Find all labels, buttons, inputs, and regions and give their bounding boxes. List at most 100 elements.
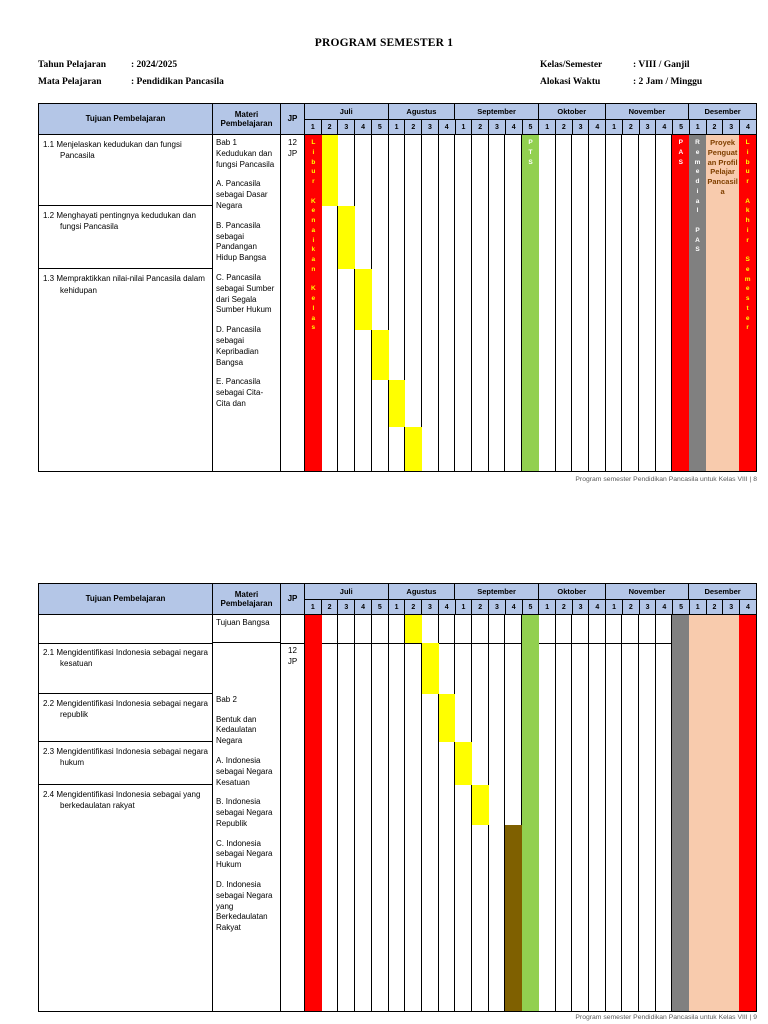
materi-paragraph: Tujuan Bangsa — [216, 618, 270, 627]
week-grid-column — [639, 615, 656, 1011]
week-number: 2 — [322, 600, 339, 614]
month-label: November — [605, 104, 690, 120]
info-block-left: Tahun Pelajaran : 2024/2025 Mata Pelajaran… — [38, 57, 224, 91]
info-left-row: Mata Pelajaran: Pendidikan Pancasila — [38, 74, 224, 91]
col-weeks — [305, 615, 756, 1011]
week-grid-column — [322, 135, 339, 471]
info-left-row: Tahun Pelajaran : 2024/2025 — [38, 57, 224, 74]
week-grid-column — [656, 615, 673, 1011]
col-jp: 12 JP — [281, 615, 305, 1011]
mark-pts: P T S — [522, 135, 539, 471]
week-number: 3 — [723, 120, 741, 134]
month-label: Agustus — [388, 104, 456, 120]
mark-label: L i b u r A k h i r S e m e s t e r — [744, 139, 751, 332]
month-label: Agustus — [388, 584, 456, 600]
week-number: 1 — [389, 600, 406, 614]
mark-libur-kenaikan-kelas: L i b u r K e n a i k a n K e l a s — [305, 135, 322, 471]
week-number: 4 — [589, 600, 607, 614]
week-number: 1 — [690, 120, 707, 134]
week-number: 2 — [707, 120, 724, 134]
week-number: 3 — [338, 120, 356, 134]
col-tujuan: 1.1 Menjelaskan kedudukan dan fungsi Pan… — [39, 135, 213, 471]
week-number: 3 — [422, 600, 439, 614]
row-divider — [39, 642, 212, 644]
week-number: 1 — [389, 120, 406, 134]
month-label: Juli — [305, 104, 389, 120]
week-grid-column — [505, 135, 523, 471]
week-number: 3 — [573, 600, 590, 614]
week-grid-column — [572, 135, 589, 471]
header-col-jp: JP — [281, 584, 305, 614]
month-label: September — [455, 104, 539, 120]
week-grid-column — [505, 615, 523, 1011]
mark-teaching-week — [472, 785, 489, 825]
mark-teaching-week — [388, 380, 406, 428]
materi-paragraph: B. Pancasila sebagai Pandangan Hidup Ban… — [216, 220, 267, 263]
tujuan-item: 1.1 Menjelaskan kedudukan dan fungsi Pan… — [39, 135, 212, 206]
header-col-materi: Materi Pembelajaran — [213, 584, 281, 614]
info-block-right: Kelas/Semester: VIII / Ganjil Alokasi Wak… — [540, 57, 702, 91]
info-right-value: : VIII / Ganjil — [633, 60, 690, 70]
mark-proyek-p5: Proyek Penguatan Profil Pelajar Pancasil… — [705, 135, 740, 471]
info-right-row: Alokasi Waktu: 2 Jam / Minggu — [540, 74, 702, 91]
mark-label: L i b u r K e n a i k a n K e l a s — [311, 139, 316, 332]
materi-paragraph: Bab 1 Kedudukan dan fungsi Pancasila — [216, 138, 275, 169]
week-number: 3 — [422, 120, 439, 134]
week-number: 2 — [405, 600, 423, 614]
col-tujuan: 2.1 Mengidentifikasi Indonesia sebagai n… — [39, 615, 213, 1011]
materi-paragraph: D. Indonesia sebagai Negara yang Berkeda… — [216, 880, 273, 933]
mark-assessment-week — [505, 824, 523, 1011]
week-number: 4 — [506, 600, 523, 614]
week-number: 4 — [656, 600, 674, 614]
week-number: 1 — [456, 600, 473, 614]
materi-main: Bab 2 Bentuk dan Kedaulatan Negara A. Indo… — [213, 643, 280, 1011]
tujuan-item: 2.4 Mengidentifikasi Indonesia sebagai y… — [43, 790, 201, 811]
month-label: Desember — [689, 104, 756, 120]
week-grid-column — [455, 615, 473, 1011]
week-number: 5 — [673, 600, 690, 614]
col-materi: Tujuan Bangsa Bab 2 Bentuk dan Kedaulatan … — [213, 615, 281, 1011]
week-number: 3 — [640, 120, 657, 134]
week-grid-column — [556, 615, 573, 1011]
col-jp: 12 JP — [281, 135, 305, 471]
week-grid-column — [622, 135, 640, 471]
week-grid-column — [589, 615, 606, 1011]
header-col-jp: JP — [281, 104, 305, 134]
week-grid-column — [405, 615, 422, 1011]
week-number: 1 — [606, 600, 623, 614]
tujuan-item: 1.2 Menghayati pentingnya kedudukan dan … — [39, 206, 212, 270]
week-number: 2 — [556, 600, 573, 614]
col-materi: Bab 1 Kedudukan dan fungsi Pancasila A. P… — [213, 135, 281, 471]
tujuan-item: 2.3 Mengidentifikasi Indonesia sebagai n… — [39, 742, 212, 786]
table-header: Tujuan Pembelajaran Materi Pembelajaran JP… — [39, 104, 756, 135]
page-title: PROGRAM SEMESTER 1 — [314, 37, 454, 49]
header-months: Juli Agustus September Oktober November Desem… — [305, 584, 756, 600]
tujuan-item: 1.3 Mempraktikkan nilai-nilai Pancasila … — [43, 274, 205, 295]
week-grid-column — [389, 615, 406, 1011]
week-number: 5 — [523, 120, 540, 134]
mark-remedial-pas: R e m e d i a l P A S — [689, 135, 706, 471]
week-number: 2 — [623, 600, 640, 614]
mark-pas: P A S — [672, 135, 690, 471]
week-number: 1 — [456, 120, 473, 134]
mark-libur-akhir-semester: L i b u r A k h i r S e m e s t e r — [739, 135, 756, 471]
week-number: 4 — [746, 603, 750, 611]
week-number: 1 — [305, 120, 322, 134]
header-col-tujuan: Tujuan Pembelajaran — [39, 104, 213, 134]
header-weeks: Juli Agustus September Oktober November Desem… — [305, 104, 756, 134]
month-label: Oktober — [538, 584, 606, 600]
week-grid-column — [322, 615, 339, 1011]
info-left-label: Tahun Pelajaran — [38, 60, 107, 70]
week-number: 4 — [439, 600, 456, 614]
week-number: 2 — [405, 120, 423, 134]
materi-paragraph: C. Indonesia sebagai Negara Hukum — [216, 838, 273, 870]
table-header: Tujuan Pembelajaran Materi Pembelajaran JP… — [39, 584, 756, 615]
month-label: Juli — [305, 584, 389, 600]
materi-main: Bab 1 Kedudukan dan fungsi Pancasila A. P… — [213, 135, 280, 471]
info-right-label: Alokasi Waktu — [540, 77, 601, 87]
week-grid-column — [405, 135, 422, 471]
info-left-value: : 2024/2025 — [131, 60, 178, 70]
